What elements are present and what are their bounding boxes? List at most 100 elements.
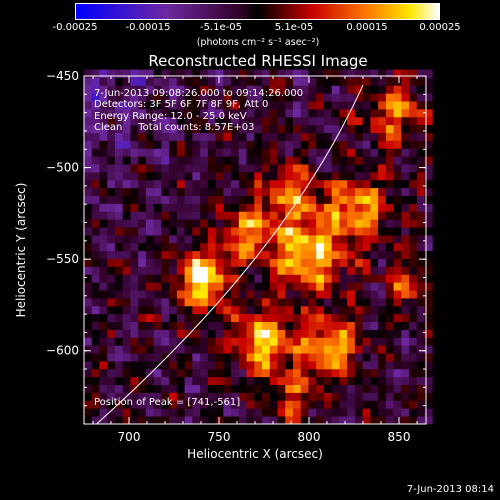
heatmap-cell (362, 313, 371, 323)
heatmap-cell (99, 329, 108, 338)
heatmap-cell (385, 101, 394, 110)
heatmap-cell (354, 203, 364, 212)
heatmap-cell (138, 384, 147, 393)
heatmap-cell (231, 329, 240, 338)
heatmap-cell (238, 353, 247, 362)
heatmap-cell (176, 337, 186, 346)
heatmap-cell (99, 77, 108, 86)
heatmap-cell (169, 392, 178, 401)
heatmap-cell (122, 337, 131, 346)
heatmap-cell (416, 297, 425, 307)
heatmap-cell (393, 234, 402, 244)
heatmap-cell (316, 101, 325, 110)
heatmap-cell (107, 337, 116, 346)
heatmap-cell (316, 116, 325, 126)
heatmap-cell (339, 242, 348, 252)
heatmap-cell (393, 258, 402, 267)
heatmap-cell (107, 77, 116, 86)
heatmap-cell (84, 116, 93, 126)
heatmap-cell (308, 282, 317, 291)
heatmap-cell (84, 187, 93, 197)
footer-timestamp: 7-Jun-2013 08:14 (406, 484, 494, 495)
heatmap-cell (192, 124, 201, 133)
heatmap-cell (409, 384, 418, 393)
heatmap-cell (176, 384, 186, 393)
heatmap-cell (316, 337, 325, 346)
heatmap-cell (254, 400, 263, 409)
heatmap-cell (401, 156, 410, 165)
heatmap-cell (323, 282, 333, 291)
heatmap-cell (323, 329, 333, 338)
heatmap-cell (91, 400, 100, 409)
heatmap-cell (347, 345, 356, 354)
x-tick-label: 700 (118, 430, 141, 444)
heatmap-cell (331, 124, 340, 133)
chart-title: Reconstructed RHESSI Image (148, 52, 368, 70)
heatmap-cell (223, 227, 232, 236)
heatmap-cell (339, 400, 348, 409)
heatmap-cell (362, 290, 371, 299)
heatmap-cell (176, 313, 186, 323)
heatmap-cell (169, 234, 178, 244)
heatmap-cell (416, 242, 425, 252)
heatmap-cell (122, 93, 131, 102)
heatmap-cell (354, 368, 364, 378)
heatmap-cell (401, 195, 410, 204)
heatmap-cell (91, 329, 100, 338)
heatmap-cell (339, 345, 348, 354)
heatmap-cell (114, 313, 124, 323)
heatmap-cell (385, 297, 394, 307)
heatmap-cell (84, 353, 93, 362)
heatmap-cell (409, 77, 418, 86)
heatmap-cell (316, 140, 325, 149)
heatmap-cell (339, 384, 348, 393)
heatmap-cell (246, 416, 255, 425)
heatmap-cell (161, 266, 170, 275)
colorbar-tick: -5.1e-05 (200, 22, 242, 33)
heatmap-cell (308, 156, 317, 165)
heatmap-cell (84, 329, 93, 338)
heatmap-cell (107, 242, 116, 252)
heatmap-cell (370, 219, 379, 228)
heatmap-cell (262, 337, 271, 346)
heatmap-cell (130, 195, 139, 204)
heatmap-cell (378, 108, 387, 118)
heatmap-cell (269, 274, 278, 283)
heatmap-cell (300, 124, 309, 133)
heatmap-cell (347, 227, 356, 236)
heatmap-cell (99, 345, 108, 354)
heatmap-cell (385, 156, 394, 165)
heatmap-cell (84, 85, 93, 94)
heatmap-cell (308, 179, 317, 189)
heatmap-cell (153, 250, 162, 260)
heatmap-cell (107, 148, 116, 157)
heatmap-cell (300, 108, 309, 118)
heatmap-cell (215, 282, 224, 291)
heatmap-cell (223, 171, 232, 181)
heatmap-cell (331, 282, 340, 291)
heatmap-cell (223, 305, 232, 315)
heatmap-cell (323, 234, 333, 244)
heatmap-cell (277, 124, 286, 133)
heatmap-cell (192, 392, 201, 401)
heatmap-cell (269, 266, 278, 275)
heatmap-cell (370, 384, 379, 393)
heatmap-cell (277, 337, 286, 346)
heatmap-cell (347, 140, 356, 149)
heatmap-cell (416, 132, 425, 141)
heatmap-cell (200, 297, 209, 307)
heatmap-cell (292, 408, 302, 417)
heatmap-cell (161, 242, 170, 252)
heatmap-cell (409, 227, 418, 236)
heatmap-cell (215, 195, 224, 204)
heatmap-cell (184, 156, 193, 165)
heatmap-cell (91, 85, 100, 94)
heatmap-cell (107, 179, 116, 189)
heatmap-cell (161, 211, 170, 220)
heatmap-cell (323, 156, 333, 165)
heatmap-cell (200, 93, 209, 102)
heatmap-cell (91, 392, 100, 401)
heatmap-cell (107, 132, 116, 141)
heatmap-cell (277, 101, 286, 110)
heatmap-cell (416, 219, 425, 228)
